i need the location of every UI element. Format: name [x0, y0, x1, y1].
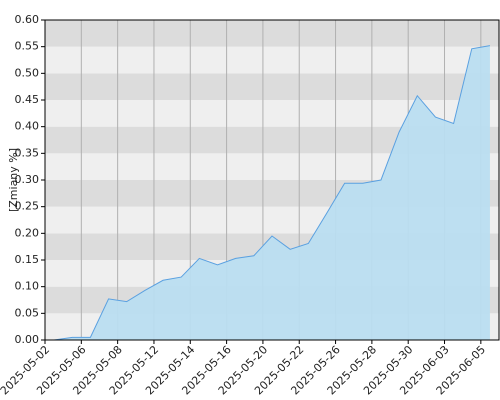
grid-band [45, 46, 499, 74]
area [54, 45, 490, 340]
y-tick-label: 0.45 [15, 93, 40, 106]
y-tick-label: 0.00 [15, 333, 40, 346]
y-tick-label: 0.55 [15, 40, 40, 53]
grid-band [45, 73, 499, 100]
y-tick-label: 0.40 [15, 120, 40, 133]
y-tick-label: 0.50 [15, 66, 40, 79]
y-tick-label: 0.15 [15, 253, 40, 266]
grid-band [45, 20, 499, 47]
y-tick-label: 0.25 [15, 200, 40, 213]
y-tick-label: 0.20 [15, 226, 40, 239]
y-tick-label: 0.05 [15, 306, 40, 319]
y-tick-label: 0.60 [15, 13, 40, 26]
y-tick-label: 0.35 [15, 146, 40, 159]
y-tick-label: 0.30 [15, 173, 40, 186]
y-tick-label: 0.10 [15, 280, 40, 293]
line [54, 45, 491, 341]
y-axis-label: [Zmiany %] [7, 148, 20, 212]
plot-frame [44, 19, 500, 341]
